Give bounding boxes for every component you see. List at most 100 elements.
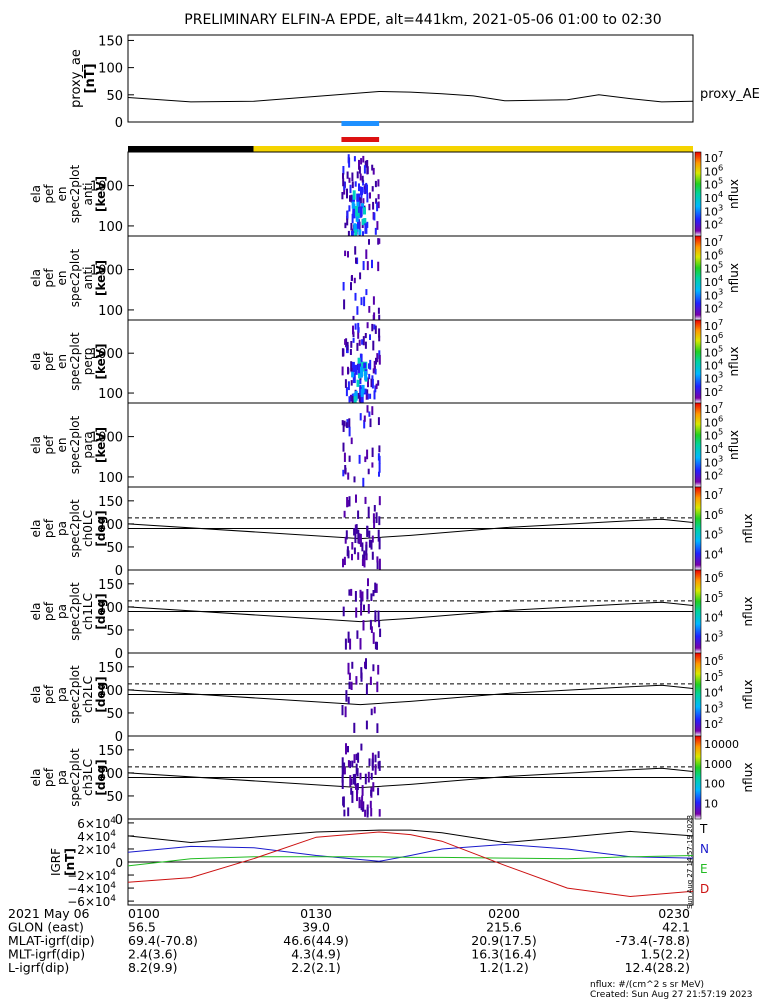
data-cell — [370, 789, 373, 796]
data-cell — [371, 375, 374, 381]
y-axis-label: [deg] — [94, 593, 108, 629]
colorbar-tick: 104 — [704, 609, 723, 625]
bar-blue — [341, 121, 380, 126]
data-cell — [371, 551, 374, 560]
colorbar-tick: 104 — [704, 545, 723, 561]
colorbar-label: nflux — [741, 597, 755, 627]
y-tick-label: 100 — [98, 767, 123, 782]
data-cell — [359, 589, 362, 598]
y-tick-label: 100 — [98, 304, 123, 319]
y-tick-label: 100 — [98, 471, 123, 486]
y-axis-label: ela — [29, 519, 43, 537]
data-cell — [345, 690, 348, 702]
data-cell — [378, 238, 381, 244]
data-cell — [361, 795, 364, 808]
colorbar-tick: 104 — [704, 273, 723, 289]
data-cell — [379, 628, 382, 638]
data-cell — [359, 206, 363, 217]
data-cell — [349, 349, 352, 355]
proxy-ae-frame — [127, 34, 694, 123]
data-cell — [346, 171, 349, 179]
data-cell — [376, 202, 379, 212]
data-cell — [377, 751, 380, 758]
data-cell — [362, 477, 365, 487]
data-cell — [343, 556, 346, 566]
y-axis-label: spec2plot — [68, 748, 82, 807]
data-cell — [356, 306, 359, 315]
data-cell — [358, 393, 361, 402]
data-cell — [364, 809, 367, 817]
y-tick-label: 150 — [98, 744, 123, 759]
colorbar-label: nflux — [741, 680, 755, 710]
data-cell — [364, 223, 368, 234]
data-cell — [363, 362, 367, 369]
data-cell — [367, 578, 369, 587]
data-cell — [376, 221, 379, 230]
data-cell — [347, 381, 350, 391]
colorbar-tick: 104 — [704, 684, 723, 700]
data-cell — [347, 807, 350, 817]
data-cell — [358, 533, 361, 545]
data-cell — [364, 341, 367, 349]
data-cell — [372, 632, 375, 644]
data-cell — [344, 250, 347, 257]
data-cell — [368, 239, 370, 245]
colorbar-tick: 105 — [704, 668, 723, 684]
data-cell — [373, 360, 376, 370]
data-cell — [369, 192, 371, 199]
table-row-label: L-igrf(dip) — [8, 960, 69, 975]
y-tick-label: 0 — [115, 856, 123, 870]
colorbar-tick: 106 — [704, 506, 723, 522]
data-cell — [373, 390, 376, 400]
data-cell — [355, 224, 359, 232]
data-cell — [365, 553, 368, 561]
data-cell — [341, 774, 344, 783]
data-cell — [373, 212, 376, 221]
data-cell — [378, 471, 380, 477]
y-axis-label: en — [55, 354, 69, 369]
data-cell — [363, 165, 366, 174]
data-cell — [350, 380, 353, 386]
colorbar-label: nflux — [727, 347, 741, 377]
table-row-label: MLT-igrf(dip) — [8, 947, 85, 962]
data-cell — [376, 723, 379, 734]
data-cell — [359, 638, 362, 650]
data-cell — [362, 179, 365, 186]
data-cell — [341, 366, 344, 376]
y-axis-label: en — [55, 271, 69, 286]
data-cell — [348, 418, 351, 428]
y-tick-label: 100 — [98, 601, 123, 616]
panel-frame — [127, 151, 694, 237]
colorbar — [694, 569, 702, 654]
data-cell — [364, 773, 367, 785]
data-cell — [343, 186, 346, 195]
data-cell — [371, 758, 374, 768]
data-cell — [362, 198, 365, 204]
panel-frame — [127, 319, 694, 404]
colorbar-tick: 106 — [704, 652, 723, 668]
table-cell: 46.6(44.9) — [283, 933, 348, 948]
data-cell — [355, 763, 358, 775]
data-cell — [363, 419, 366, 429]
data-cell — [349, 760, 352, 769]
data-cell — [370, 708, 373, 716]
data-cell — [344, 379, 347, 388]
data-cell — [374, 582, 377, 593]
data-cell — [358, 166, 361, 174]
data-cell — [370, 626, 373, 634]
data-cell — [348, 205, 351, 212]
colorbar-tick: 104 — [704, 357, 723, 373]
data-cell — [367, 468, 370, 475]
y-axis-label: pa — [55, 521, 69, 536]
data-cell — [359, 377, 362, 385]
data-cell — [345, 530, 348, 540]
y-axis-label: pef — [42, 268, 56, 288]
data-cell — [377, 664, 380, 675]
data-cell — [374, 641, 377, 650]
data-cell — [359, 413, 362, 421]
colorbar-tick: 106 — [704, 246, 723, 262]
data-cell — [371, 323, 374, 332]
colorbar — [694, 652, 702, 737]
data-cell — [360, 603, 363, 616]
